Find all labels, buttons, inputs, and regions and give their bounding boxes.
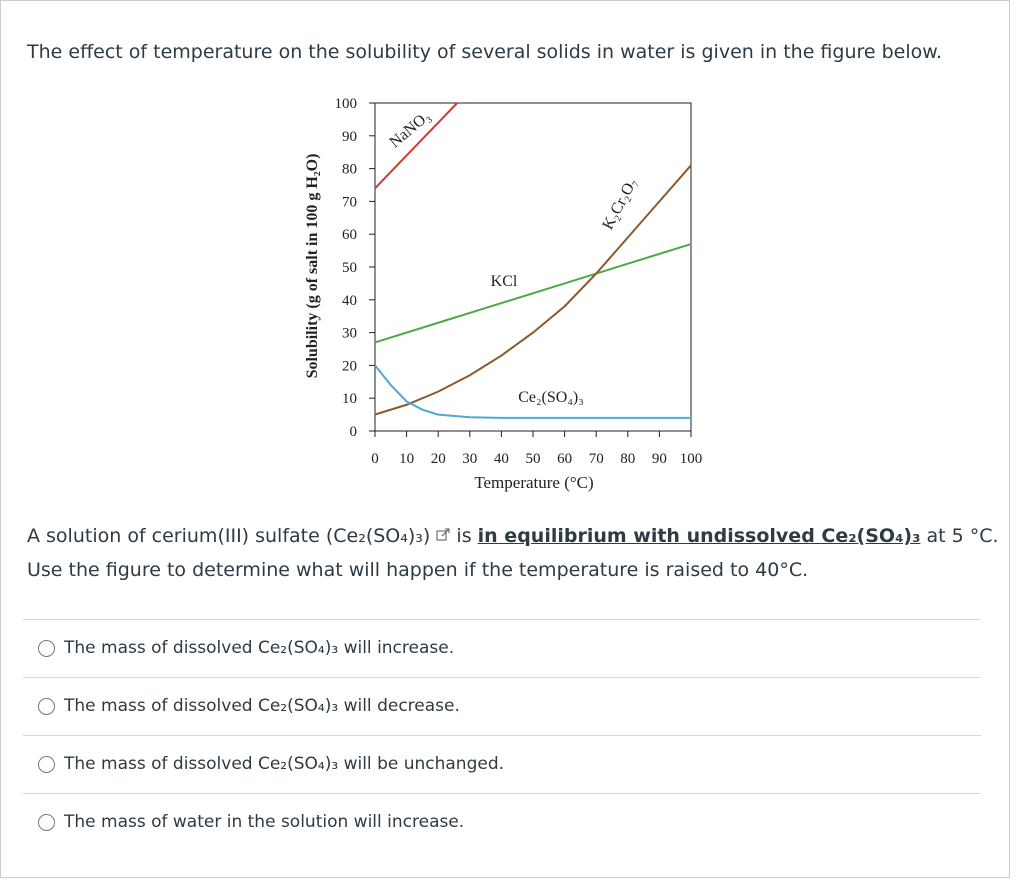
question-line: A solution of cerium(III) sulfate (Ce₂(S… [27, 525, 999, 547]
x-tick-label: 0 [371, 451, 379, 467]
x-tick-label: 100 [680, 451, 703, 467]
x-tick-label: 50 [526, 451, 541, 467]
y-tick-label: 80 [342, 162, 357, 178]
answer-option[interactable]: The mass of dissolved Ce₂(SO₄)₃ will dec… [23, 677, 981, 736]
series-line [374, 364, 691, 419]
y-tick-label: 40 [342, 293, 357, 309]
y-tick-label: 90 [342, 129, 357, 145]
x-tick-label: 10 [399, 451, 414, 467]
x-tick-label: 30 [462, 451, 477, 467]
external-link-icon[interactable] [436, 528, 450, 542]
y-tick-label: 20 [342, 358, 357, 374]
x-tick-label: 40 [494, 451, 509, 467]
option-text: The mass of dissolved Ce₂(SO₄)₃ will be … [64, 754, 505, 774]
answer-option[interactable]: The mass of dissolved Ce₂(SO₄)₃ will be … [23, 735, 981, 794]
series-label: K₂Cr₂O₇ [599, 175, 640, 232]
radio-button[interactable] [38, 814, 55, 831]
radio-button[interactable] [38, 698, 55, 715]
question-text: Use the figure to determine what will ha… [27, 559, 809, 581]
y-tick-label: 100 [335, 96, 358, 112]
radio-button[interactable] [38, 756, 55, 773]
plot-frame [374, 102, 692, 432]
series-label: KCl [491, 273, 518, 290]
y-axis-label: Solubility (g of salt in 100 g H₂O) [304, 154, 321, 379]
y-tick-label: 10 [342, 391, 357, 407]
series-line [374, 243, 692, 344]
option-text: The mass of dissolved Ce₂(SO₄)₃ will dec… [64, 696, 460, 716]
x-tick-label: 60 [557, 451, 572, 467]
x-tick-label: 20 [431, 451, 446, 467]
question-text: at 5 °C. [926, 525, 999, 547]
intro-text: The effect of temperature on the solubil… [27, 41, 943, 63]
y-tick-label: 60 [342, 227, 357, 243]
question-text: A solution of cerium(III) sulfate (Ce₂(S… [27, 525, 431, 547]
series-line [374, 102, 458, 189]
x-tick-label: 70 [589, 451, 604, 467]
answer-option[interactable]: The mass of dissolved Ce₂(SO₄)₃ will inc… [23, 619, 981, 678]
series-line [374, 164, 692, 416]
radio-button[interactable] [38, 640, 55, 657]
glossary-link[interactable]: in equilibrium with undissolved Ce₂(SO₄)… [477, 525, 921, 547]
option-text: The mass of water in the solution will i… [64, 812, 465, 832]
option-text: The mass of dissolved Ce₂(SO₄)₃ will inc… [64, 638, 455, 658]
question-frame: The effect of temperature on the solubil… [0, 0, 1010, 878]
series-label: Ce₂(SO₄)₃ [518, 389, 584, 406]
chart: Solubility (g of salt in 100 g H₂O) Temp… [304, 96, 703, 492]
question-text: is [456, 525, 472, 547]
x-tick-label: 80 [620, 451, 635, 467]
x-axis-label: Temperature (°C) [474, 473, 593, 492]
y-tick-label: 30 [342, 326, 357, 342]
y-tick-label: 50 [342, 260, 357, 276]
y-tick-label: 70 [342, 194, 357, 210]
answer-option[interactable]: The mass of water in the solution will i… [23, 793, 981, 852]
series-label: NaNO₃ [387, 108, 434, 151]
y-tick-label: 0 [350, 424, 358, 440]
x-tick-label: 90 [652, 451, 667, 467]
